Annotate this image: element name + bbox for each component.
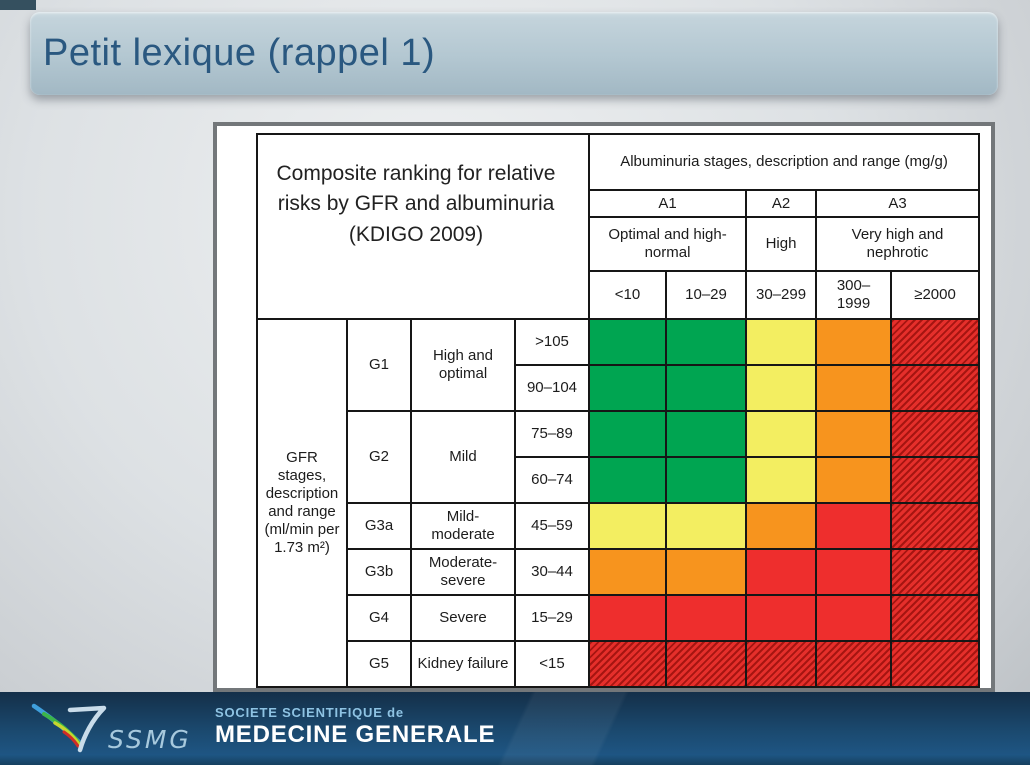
gfr-stage-code: G5 bbox=[346, 640, 412, 688]
risk-cell-red-hatched bbox=[890, 594, 981, 642]
page-title: Petit lexique (rappel 1) bbox=[43, 32, 436, 74]
albuminuria-stage-label: Optimal and high-normal bbox=[588, 216, 748, 272]
risk-cell-yellow bbox=[745, 456, 818, 504]
gfr-range: 30–44 bbox=[513, 548, 591, 596]
gfr-range: <15 bbox=[513, 640, 591, 688]
gfr-stage-code: G1 bbox=[346, 318, 412, 412]
albuminuria-range: ≥2000 bbox=[890, 270, 981, 320]
risk-cell-red bbox=[665, 594, 748, 642]
risk-cell-red bbox=[815, 548, 893, 596]
risk-cell-red-hatched bbox=[890, 502, 981, 550]
gfr-stage-code: G3b bbox=[346, 548, 412, 596]
risk-cell-orange bbox=[815, 456, 893, 504]
gfr-range: >105 bbox=[513, 318, 591, 366]
gfr-stage-label: High and optimal bbox=[410, 318, 516, 412]
risk-cell-green bbox=[665, 410, 748, 458]
risk-cell-yellow bbox=[665, 502, 748, 550]
gfr-range: 60–74 bbox=[513, 456, 591, 504]
logo-text: SSMG bbox=[108, 725, 192, 754]
gfr-header: GFR stages, description and range (ml/mi… bbox=[256, 318, 348, 688]
albuminuria-stage-label: Very high and nephrotic bbox=[815, 216, 981, 272]
logo-swoosh-red bbox=[62, 730, 80, 748]
risk-cell-red bbox=[745, 594, 818, 642]
risk-cell-red-hatched bbox=[890, 318, 981, 366]
gfr-stage-code: G4 bbox=[346, 594, 412, 642]
risk-cell-red-hatched bbox=[890, 410, 981, 458]
albuminuria-header: Albuminuria stages, description and rang… bbox=[588, 133, 981, 191]
risk-cell-green bbox=[588, 318, 668, 366]
gfr-stage-label: Moderate- severe bbox=[410, 548, 516, 596]
ssmg-logo: SSMG bbox=[31, 703, 192, 754]
risk-cell-red-hatched bbox=[890, 640, 981, 688]
footer-org-line2: MEDECINE GENERALE bbox=[215, 721, 496, 748]
gfr-stage-label: Mild- moderate bbox=[410, 502, 516, 550]
albuminuria-range: 30–299 bbox=[745, 270, 818, 320]
risk-cell-red bbox=[745, 548, 818, 596]
albuminuria-stage-label: High bbox=[745, 216, 818, 272]
albuminuria-range: 10–29 bbox=[665, 270, 748, 320]
risk-cell-red-hatched bbox=[890, 364, 981, 412]
risk-cell-orange bbox=[745, 502, 818, 550]
risk-cell-red-hatched bbox=[815, 640, 893, 688]
risk-cell-yellow bbox=[588, 502, 668, 550]
risk-cell-red bbox=[815, 594, 893, 642]
kdigo-risk-table: Composite ranking for relative risks by … bbox=[255, 133, 981, 688]
risk-cell-red bbox=[815, 502, 893, 550]
risk-cell-orange bbox=[588, 548, 668, 596]
risk-cell-orange bbox=[815, 364, 893, 412]
gfr-range: 90–104 bbox=[513, 364, 591, 412]
risk-cell-orange bbox=[665, 548, 748, 596]
risk-cell-red-hatched bbox=[890, 548, 981, 596]
albuminuria-stage-code: A3 bbox=[815, 189, 981, 218]
slide-title-bar: Petit lexique (rappel 1) bbox=[30, 12, 998, 95]
risk-cell-green bbox=[588, 456, 668, 504]
footer-bar: SSMG SOCIETE SCIENTIFIQUE de MEDECINE GE… bbox=[0, 692, 1030, 765]
figure-title-cell: Composite ranking for relative risks by … bbox=[255, 133, 591, 320]
gfr-stage-label: Mild bbox=[410, 410, 516, 504]
albuminuria-stage-code: A1 bbox=[588, 189, 748, 218]
albuminuria-range: 300– 1999 bbox=[815, 270, 893, 320]
risk-cell-orange bbox=[815, 410, 893, 458]
gfr-stage-code: G3a bbox=[346, 502, 412, 550]
risk-cell-yellow bbox=[745, 318, 818, 366]
risk-cell-green bbox=[665, 456, 748, 504]
logo-check-mark bbox=[67, 705, 107, 753]
footer-org-line1: SOCIETE SCIENTIFIQUE de bbox=[215, 705, 404, 720]
kdigo-figure-panel: Composite ranking for relative risks by … bbox=[213, 122, 995, 692]
risk-cell-green bbox=[588, 410, 668, 458]
risk-cell-orange bbox=[815, 318, 893, 366]
risk-cell-red-hatched bbox=[745, 640, 818, 688]
footer-sheen bbox=[340, 692, 760, 765]
albuminuria-stage-code: A2 bbox=[745, 189, 818, 218]
risk-cell-red-hatched bbox=[890, 456, 981, 504]
risk-cell-red-hatched bbox=[588, 640, 668, 688]
risk-cell-yellow bbox=[745, 410, 818, 458]
risk-cell-green bbox=[588, 364, 668, 412]
gfr-range: 15–29 bbox=[513, 594, 591, 642]
gfr-stage-code: G2 bbox=[346, 410, 412, 504]
risk-cell-yellow bbox=[745, 364, 818, 412]
gfr-stage-label: Kidney failure bbox=[410, 640, 516, 688]
risk-cell-red bbox=[588, 594, 668, 642]
gfr-range: 45–59 bbox=[513, 502, 591, 550]
logo-swoosh-yellow bbox=[53, 721, 81, 746]
gfr-stage-label: Severe bbox=[410, 594, 516, 642]
risk-cell-green bbox=[665, 318, 748, 366]
gfr-range: 75–89 bbox=[513, 410, 591, 458]
figure-title: Composite ranking for relative risks by … bbox=[276, 161, 556, 246]
albuminuria-range: <10 bbox=[588, 270, 668, 320]
risk-cell-green bbox=[665, 364, 748, 412]
risk-cell-red-hatched bbox=[665, 640, 748, 688]
top-left-dark-notch bbox=[0, 0, 36, 10]
